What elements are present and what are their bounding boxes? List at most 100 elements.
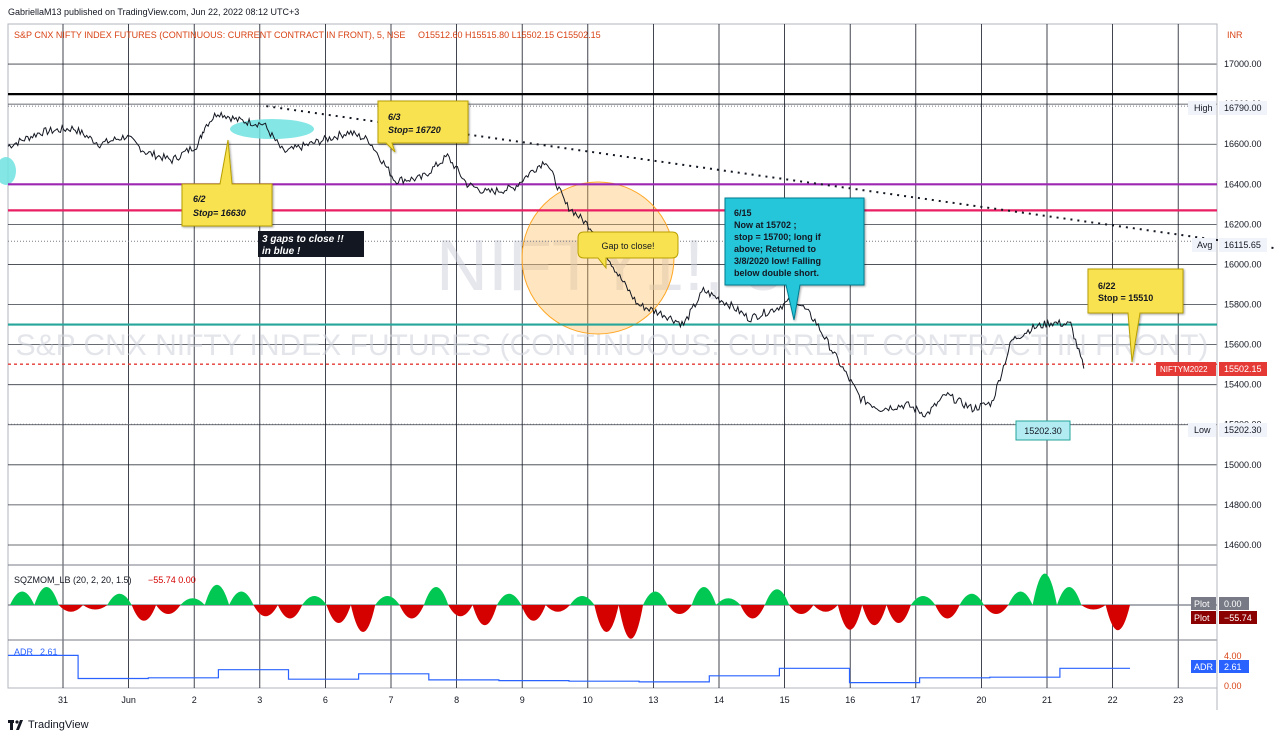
adr-tick-0: 0.00 <box>1224 681 1242 691</box>
sqzmom-plot-value-1: 0.00 <box>1224 599 1242 609</box>
current-tag-value: 15502.15 <box>1224 364 1262 374</box>
sqzmom-bar <box>643 591 668 605</box>
y-tick-label: 14800.00 <box>1224 500 1262 510</box>
published-line: GabriellaM13 published on TradingView.co… <box>8 7 299 17</box>
adr-value: 2.61 <box>40 647 58 657</box>
sqzmom-bar <box>1081 605 1106 610</box>
sqzmom-bar <box>545 605 570 612</box>
sqzmom-bar <box>521 605 546 621</box>
callout-6-2-line1: 6/2 <box>193 194 206 204</box>
adr-line <box>8 654 1130 684</box>
callout-6-15-line5: 3/8/2020 low! Falling <box>734 256 821 266</box>
sqzmom-bar <box>131 605 157 621</box>
x-tick-label: 2 <box>192 695 197 705</box>
x-tick-label: 23 <box>1173 695 1183 705</box>
adr-tick-4: 4.00 <box>1224 651 1242 661</box>
y-tick-label: 16400.00 <box>1224 179 1262 189</box>
price-axis-labels: 17000.0016800.0016600.0016400.0016200.00… <box>1224 59 1262 550</box>
callout-6-22: 6/22 Stop = 15510 <box>1087 268 1184 363</box>
sqzmom-bar <box>229 591 254 605</box>
high-tag-value: 16790.00 <box>1224 103 1262 113</box>
callout-6-15-line4: above; Returned to <box>734 244 817 254</box>
sqzmom-bar <box>886 605 911 623</box>
ohlc-values: O15512.60 H15515.80 L15502.15 C15502.15 <box>418 30 601 40</box>
x-tick-label: 20 <box>976 695 986 705</box>
gaps-note-line2: in blue ! <box>262 246 301 257</box>
sqzmom-bar <box>594 605 619 632</box>
sqzmom-bar <box>375 596 400 605</box>
low-tag: Low 15202.30 <box>1188 423 1267 437</box>
sqzmom-bar <box>959 593 984 605</box>
sqzmom-bar <box>448 605 473 617</box>
callout-6-3-line1: 6/3 <box>388 112 401 122</box>
sqzmom-bar <box>180 598 205 605</box>
sqzmom-plot-tag-2: Plot −55.74 <box>1191 611 1257 624</box>
sqzmom-bar <box>156 605 181 614</box>
callout-6-2: 6/2 Stop= 16630 <box>181 139 273 227</box>
sqzmom-bar <box>691 587 717 605</box>
sqzmom-bar <box>1032 573 1057 605</box>
sqzmom-bar <box>496 593 522 605</box>
symbol-line: S&P CNX NIFTY INDEX FUTURES (CONTINUOUS:… <box>14 30 405 40</box>
y-tick-label: 16000.00 <box>1224 259 1262 269</box>
sqzmom-bar <box>667 605 692 614</box>
sqzmom-title: SQZMOM_LB (20, 2, 20, 1.5) <box>14 575 132 585</box>
sqzmom-bar <box>618 605 644 639</box>
callout-6-2-line2: Stop= 16630 <box>193 208 246 218</box>
sqzmom-bar <box>983 605 1009 614</box>
x-tick-label: 16 <box>845 695 855 705</box>
x-tick-label: 10 <box>583 695 593 705</box>
x-tick-label: 9 <box>520 695 525 705</box>
avg-tag-value: 16115.65 <box>1224 240 1261 250</box>
callout-6-22-line1: 6/22 <box>1098 281 1116 291</box>
sqzmom-bar <box>34 587 59 605</box>
x-tick-label: 14 <box>714 695 724 705</box>
current-tag-label: NIFTYM2022 <box>1160 365 1208 374</box>
x-tick-label: Jun <box>121 695 136 705</box>
y-tick-label: 16600.00 <box>1224 139 1262 149</box>
x-tick-label: 21 <box>1042 695 1052 705</box>
sqzmom-bar <box>204 584 230 605</box>
tradingview-logo-icon <box>8 720 23 730</box>
y-tick-label: 15000.00 <box>1224 460 1262 470</box>
sqzmom-bar <box>716 598 741 605</box>
sqzmom-plot-value-2: −55.74 <box>1224 613 1252 623</box>
x-tick-label: 13 <box>648 695 658 705</box>
callout-gap-to-close: Gap to close! <box>577 231 679 270</box>
avg-tag-label: Avg <box>1197 240 1212 250</box>
callout-6-15: 6/15 Now at 15702 ; stop = 15700; long i… <box>724 197 865 321</box>
callout-6-3-line2: Stop= 16720 <box>388 125 441 135</box>
sqzmom-bar <box>1105 605 1130 631</box>
current-price-tag: NIFTYM2022 15502.15 <box>1156 362 1267 376</box>
price-series-line <box>7 110 1085 418</box>
x-tick-label: 31 <box>58 695 68 705</box>
sqzmom-bar <box>326 605 351 623</box>
high-tag-label: High <box>1194 103 1213 113</box>
sqzmom-bar <box>399 605 424 619</box>
sqzmom-bar <box>813 605 838 612</box>
gap-ellipse-1 <box>230 119 314 139</box>
x-tick-label: 7 <box>388 695 393 705</box>
sqzmom-bar <box>423 587 449 605</box>
currency-label: INR <box>1227 30 1243 40</box>
time-axis-labels: 31 Jun 2 3 6 7 8 9 10 13 14 15 16 17 20 21 22 23 <box>58 695 1183 705</box>
callout-gaps-note: 3 gaps to close !! in blue ! <box>258 231 364 257</box>
avg-tag: Avg 16115.65 <box>1192 238 1267 252</box>
sqzmom-bar <box>58 605 84 612</box>
x-tick-label: 15 <box>780 695 790 705</box>
plot-frame <box>7 23 1218 689</box>
x-tick-label: 6 <box>323 695 328 705</box>
gap-ellipse-2 <box>0 157 16 185</box>
vertical-gridlines <box>62 24 1179 688</box>
low-tag-value: 15202.30 <box>1224 425 1262 435</box>
gaps-note-line1: 3 gaps to close !! <box>262 234 344 245</box>
sqzmom-bar <box>935 605 960 619</box>
sqzmom-values: −55.74 0.00 <box>148 575 196 585</box>
sqzmom-bar <box>570 596 595 605</box>
x-tick-label: 8 <box>454 695 459 705</box>
sqzmom-bar <box>83 605 108 610</box>
tradingview-brand: TradingView <box>8 719 89 731</box>
sqzmom-bar <box>472 605 497 626</box>
sqzmom-bar <box>910 596 936 605</box>
